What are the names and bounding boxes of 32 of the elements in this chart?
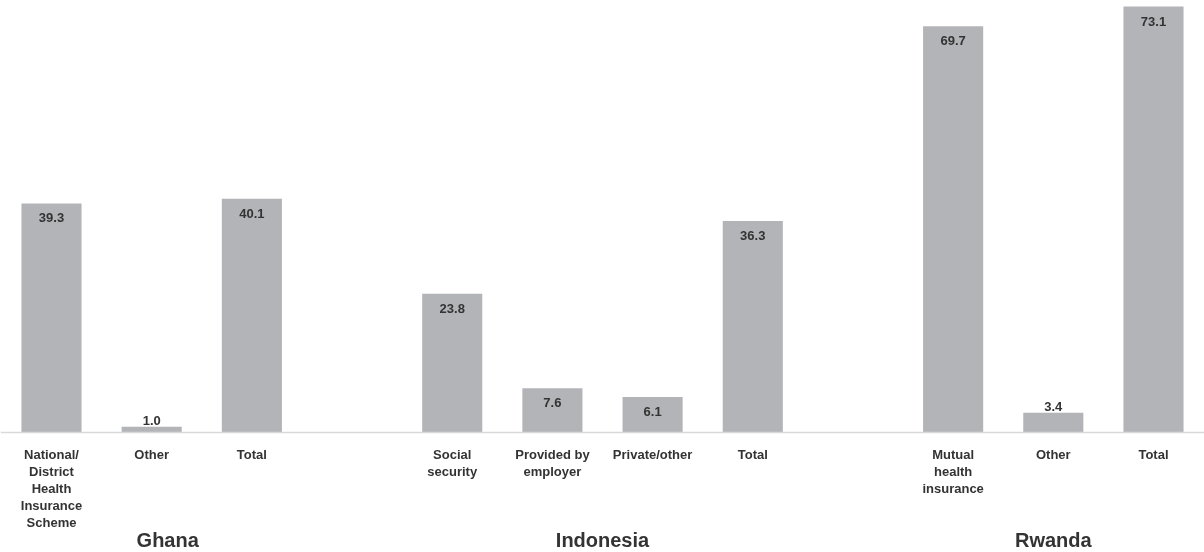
x-tick-label: Social security — [427, 446, 478, 479]
bar — [722, 220, 783, 433]
text: Indonesia — [555, 528, 651, 551]
data-label: 73.1 — [1140, 13, 1167, 29]
bar — [221, 198, 282, 433]
bar — [422, 293, 483, 433]
data-label: 6.1 — [643, 403, 662, 419]
bar — [522, 388, 583, 433]
x-tick-label: Other — [134, 446, 170, 462]
data-label: 40.1 — [239, 205, 265, 221]
data-label: 7.6 — [543, 395, 562, 411]
data-label: 39.3 — [38, 210, 65, 226]
bar — [1123, 6, 1184, 433]
data-label: 3.4 — [1044, 398, 1064, 414]
bar — [622, 396, 683, 433]
data-label: 36.3 — [740, 227, 766, 243]
data-label: 69.7 — [940, 33, 966, 49]
text: Rwanda — [1014, 528, 1093, 551]
x-tick-label: Mutual health insurance — [922, 446, 984, 496]
x-tick-label: Total — [1138, 446, 1169, 462]
x-tick-label: Private/other — [612, 446, 693, 462]
x-tick-label: Provided by employer — [515, 446, 591, 479]
bar — [923, 26, 984, 433]
bar — [21, 203, 82, 433]
data-label: 23.8 — [439, 300, 465, 316]
x-tick-label: Total — [236, 446, 267, 462]
x-tick-label: Total — [737, 446, 768, 462]
bar — [1023, 412, 1084, 433]
text: Ghana — [136, 528, 200, 551]
data-label: 1.0 — [142, 412, 161, 428]
x-tick-label: National/ District Health Insurance Scheme — [20, 446, 83, 530]
x-tick-label: Other — [1035, 446, 1071, 462]
